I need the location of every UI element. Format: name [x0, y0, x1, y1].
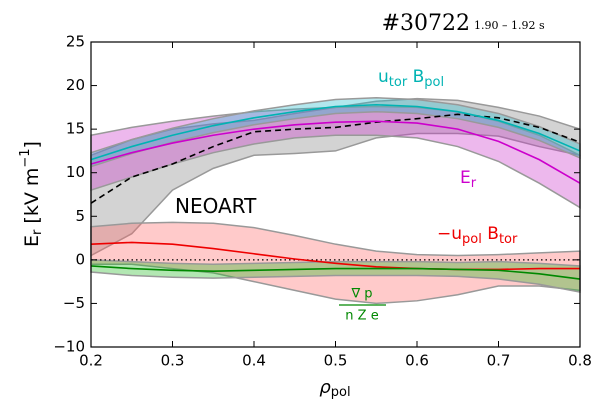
series-line	[90, 265, 581, 280]
series-label: utor Bpol	[378, 67, 444, 90]
series-label-part: tor	[389, 75, 408, 90]
y-label-part: −1	[18, 148, 33, 167]
series-label-part: NEOART	[175, 194, 257, 218]
y-tick-label: 10	[66, 163, 85, 181]
x-axis-label: ρpol	[319, 377, 350, 400]
series-line	[90, 113, 581, 204]
series-label-part: B	[482, 224, 499, 244]
y-label-part: ]	[21, 141, 43, 148]
series-label: ∇ p	[350, 287, 372, 302]
x-label-part: pol	[331, 385, 351, 400]
y-tick-label: −10	[53, 338, 85, 356]
y-label-part: r	[30, 229, 45, 235]
series-label: Er	[460, 168, 477, 191]
series-line	[90, 120, 581, 184]
series-label-part: B	[407, 67, 424, 87]
x-tick-label: 0.2	[79, 352, 103, 370]
y-tick-label: 25	[66, 33, 85, 51]
x-tick-label: 0.4	[242, 352, 266, 370]
series-label-part: r	[471, 176, 477, 191]
series-label-part: pol	[424, 75, 444, 90]
series-label-part: pol	[462, 232, 482, 247]
y-tick-label: 0	[75, 250, 85, 268]
series-label-part: tor	[499, 232, 518, 247]
series-line	[90, 103, 581, 161]
series-label-part: −u	[437, 224, 462, 244]
y-label-part: [kV m	[21, 168, 43, 230]
x-tick-label: 0.6	[405, 352, 429, 370]
x-tick-label: 0.7	[487, 352, 511, 370]
chart-title: #30722	[382, 11, 470, 36]
series-label-part: u	[378, 67, 389, 87]
x-tick-label: 0.8	[568, 352, 592, 370]
y-label-part: E	[21, 235, 43, 247]
y-tick-label: 5	[75, 207, 85, 225]
series-label: NEOART	[175, 194, 257, 218]
series-label: n Z e	[345, 309, 378, 324]
x-tick-label: 0.3	[161, 352, 185, 370]
y-axis-label: Er [kV m−1]	[18, 141, 45, 247]
series-line	[90, 241, 580, 271]
chart-subtitle: 1.90 – 1.92 s	[474, 19, 545, 32]
y-tick-label: 15	[66, 120, 85, 138]
series-label: −upol Btor	[437, 224, 518, 247]
y-tick-label: 20	[66, 76, 85, 94]
series-label-part: E	[460, 168, 471, 188]
y-tick-label: −5	[63, 294, 85, 312]
x-label-part: ρ	[319, 377, 331, 398]
x-tick-label: 0.5	[324, 352, 348, 370]
